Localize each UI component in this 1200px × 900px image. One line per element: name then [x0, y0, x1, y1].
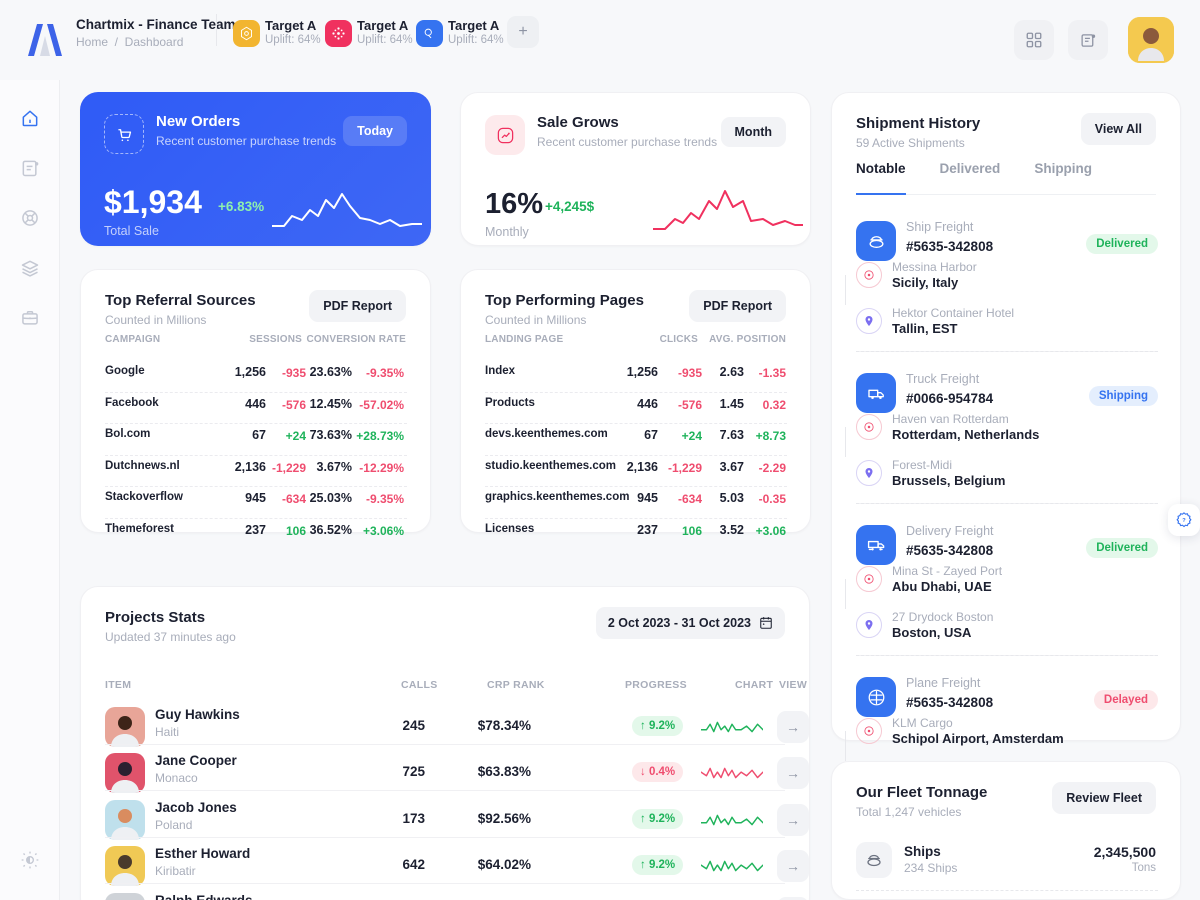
svg-text:?: ? [1182, 518, 1186, 524]
